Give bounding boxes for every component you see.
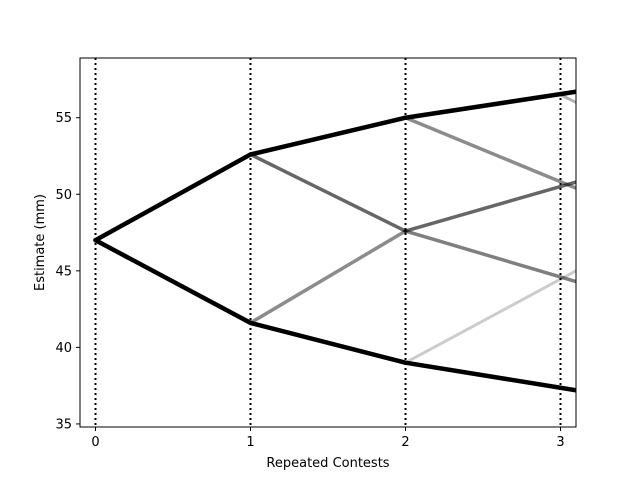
segment-11	[403, 360, 576, 393]
segment-4	[248, 229, 408, 325]
segment-2	[248, 115, 408, 157]
segment-3	[248, 152, 408, 233]
segment-6	[403, 89, 576, 120]
segment-1	[93, 237, 253, 326]
x-axis-ticks: 0 1 2 3	[91, 427, 565, 450]
segment-8	[403, 180, 576, 233]
plot-frame	[79, 57, 577, 428]
y-tick-label: 50	[55, 188, 72, 203]
segment-12	[559, 93, 576, 104]
y-tick-label: 55	[55, 111, 72, 126]
segment-0	[93, 152, 253, 243]
y-axis-label: Estimate (mm)	[33, 194, 48, 291]
x-tick-label: 1	[246, 435, 254, 450]
x-tick-label: 0	[91, 435, 99, 450]
y-tick-label: 45	[55, 264, 72, 279]
x-axis-label: Repeated Contests	[266, 456, 389, 471]
segment-9	[403, 229, 576, 284]
segment-10	[404, 269, 576, 365]
segment-7	[403, 115, 576, 190]
x-tick-label: 2	[401, 435, 409, 450]
y-tick-label: 35	[55, 417, 72, 432]
chart-series-segments	[93, 89, 576, 393]
y-tick-label: 40	[55, 341, 72, 356]
x-tick-label: 3	[556, 435, 564, 450]
segment-5	[248, 320, 408, 365]
vertical-reference-lines	[94, 58, 562, 427]
y-axis-ticks: 35 40 45 50 55	[55, 111, 80, 432]
